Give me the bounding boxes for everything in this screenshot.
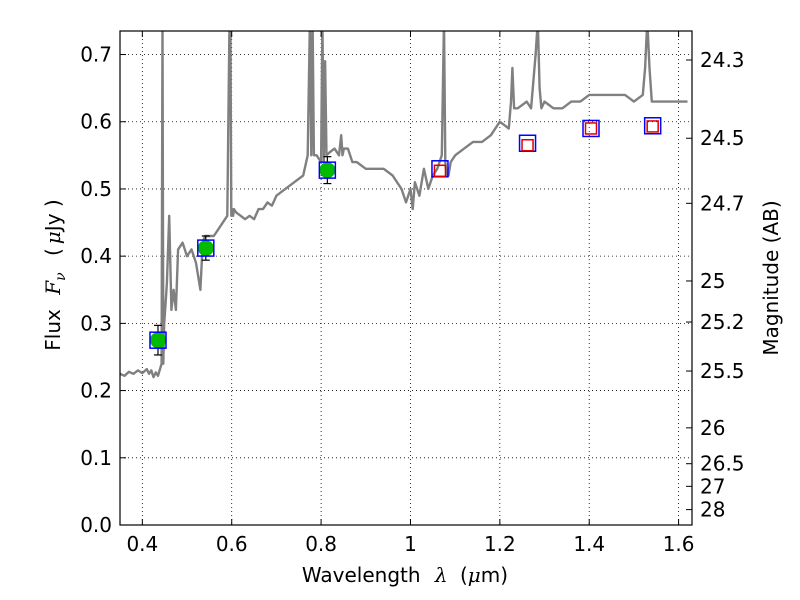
y-tick-label: 0.0: [80, 513, 112, 537]
y-tick-label: 0.4: [80, 244, 112, 268]
data-layer: [120, 31, 688, 379]
y-tick-label: 0.6: [80, 110, 112, 134]
predicted-square: [646, 120, 659, 133]
spectrum-line: [120, 31, 688, 379]
model-square: [197, 239, 215, 257]
x-tick-label: 1.2: [484, 532, 516, 556]
model-square: [318, 161, 337, 179]
y-tick-label: 0.5: [80, 177, 112, 201]
mag-tick-label: 25.5: [700, 359, 745, 383]
y-tick-label: 0.7: [80, 43, 112, 67]
mag-tick-label: 24.7: [700, 191, 745, 215]
x-tick-label: 1.4: [573, 532, 605, 556]
x-axis-label: Wavelength λ (μm): [302, 563, 508, 587]
mag-tick-label: 24.5: [700, 126, 745, 150]
y-tick-label: 0.1: [80, 446, 112, 470]
x-tick-label: 1: [404, 532, 417, 556]
ticks: 0.4 0.6 0.8 1 1.2 1.4 1.6 0.0 0.1 0.2 0.3 0.4 0.5 0.6…: [80, 31, 745, 556]
x-tick-label: 1.6: [663, 532, 695, 556]
y-tick-label: 0.3: [80, 311, 112, 335]
mag-tick-label: 24.3: [700, 48, 745, 72]
predicted-square: [433, 164, 447, 178]
mag-tick-label: 26: [700, 416, 725, 440]
mag-tick-label: 27: [700, 474, 725, 498]
model-square: [582, 119, 600, 138]
model-square: [149, 331, 167, 349]
mag-tick-label: 25.2: [700, 310, 745, 334]
y-tick-label: 0.2: [80, 379, 112, 403]
mag-tick-label: 28: [700, 498, 725, 522]
x-tick-label: 0.4: [126, 532, 158, 556]
y2-axis-label: Magnitude (AB): [759, 200, 783, 355]
mag-tick-label: 26.5: [700, 452, 745, 476]
model-square: [643, 117, 662, 135]
y-axis-label: Flux Fν (μJy ): [41, 199, 70, 350]
observed-point: [197, 240, 214, 257]
predicted-square: [521, 139, 534, 152]
plot-frame: [119, 30, 693, 526]
x-tick-label: 0.6: [216, 532, 248, 556]
x-tick-label: 0.8: [305, 532, 337, 556]
predicted-square: [584, 122, 598, 135]
grid: [120, 31, 692, 526]
observed-point: [149, 332, 166, 349]
mag-tick-label: 25: [700, 269, 725, 293]
observed-point: [319, 162, 336, 179]
